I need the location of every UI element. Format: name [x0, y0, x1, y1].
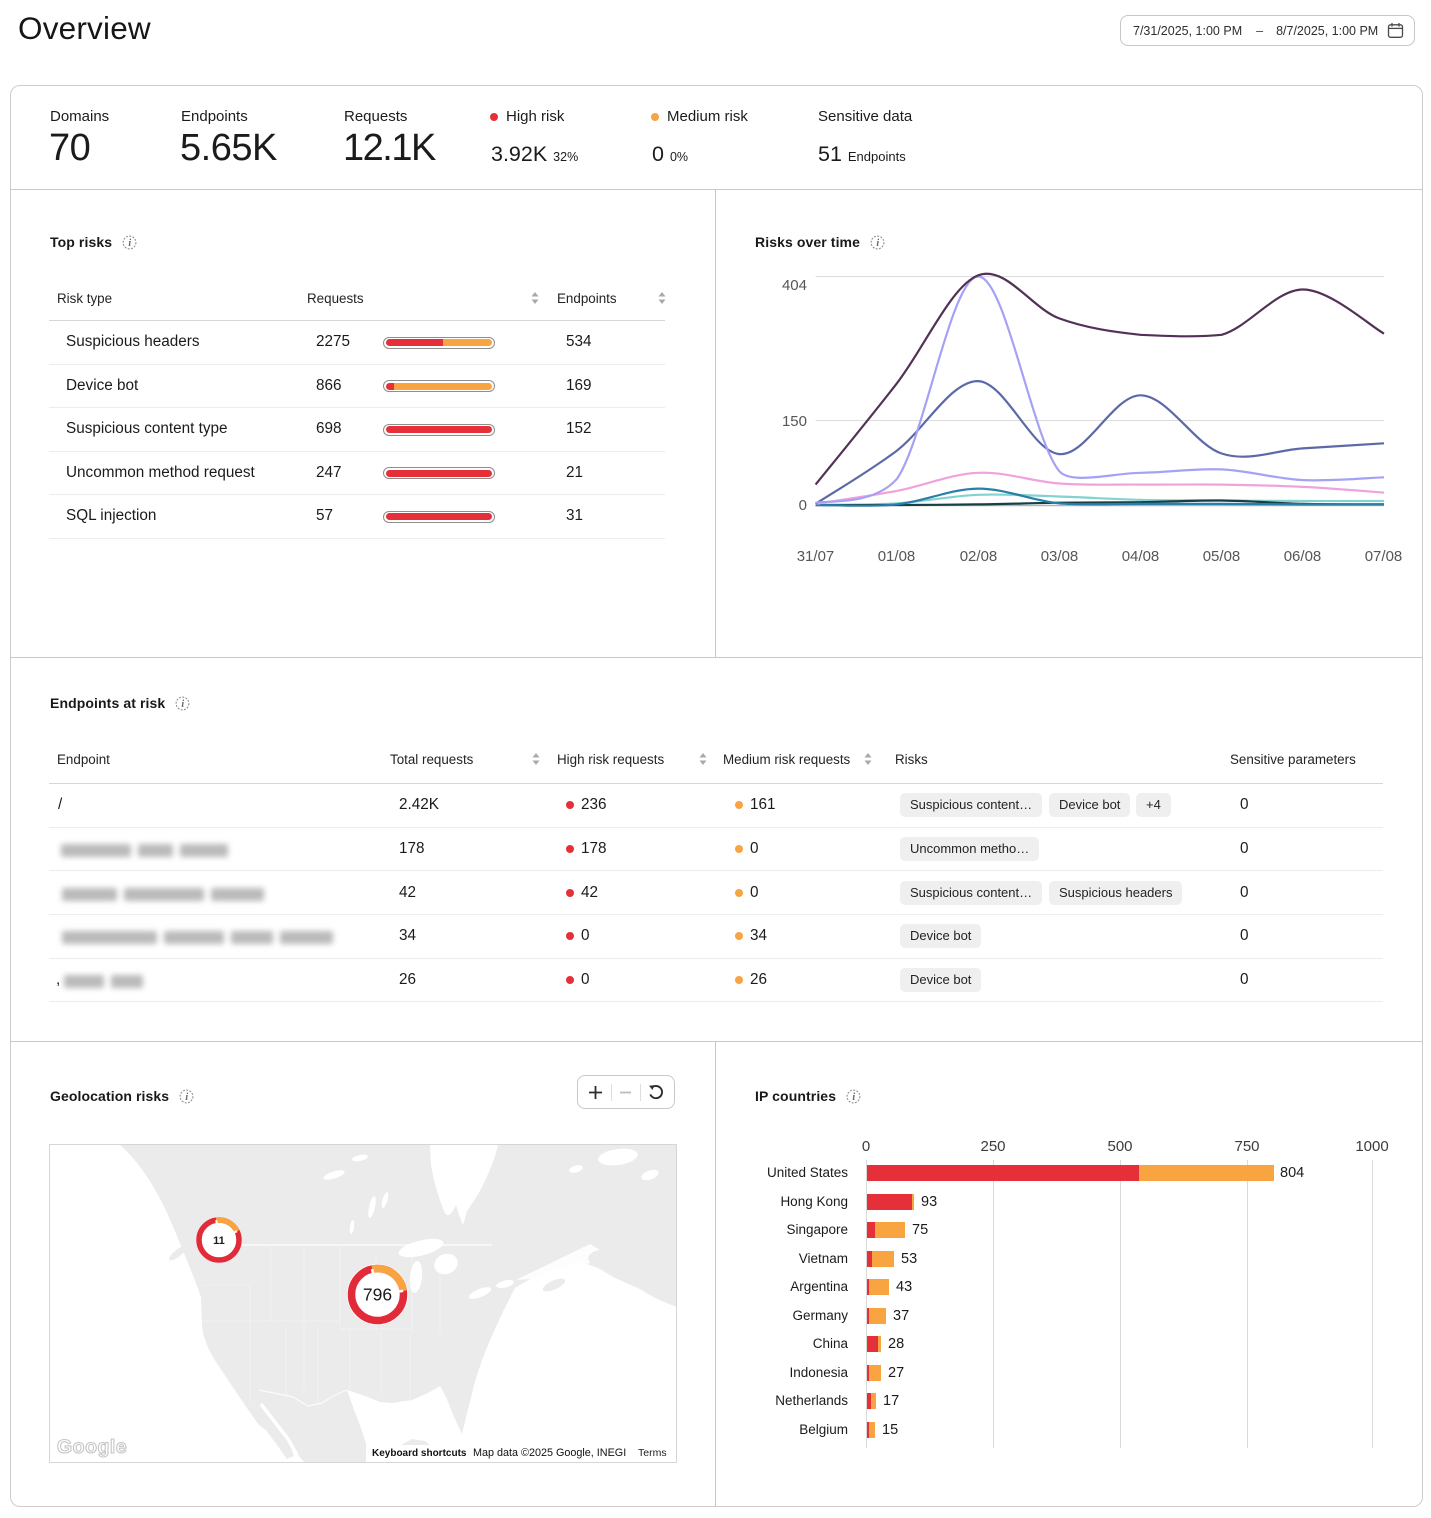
svg-text:i: i	[186, 1092, 189, 1103]
svg-text:i: i	[128, 238, 131, 249]
svg-text:i: i	[182, 699, 185, 710]
svg-text:i: i	[876, 238, 879, 249]
svg-text:11: 11	[213, 1235, 225, 1247]
svg-text:i: i	[852, 1092, 855, 1103]
svg-text:796: 796	[363, 1285, 392, 1305]
